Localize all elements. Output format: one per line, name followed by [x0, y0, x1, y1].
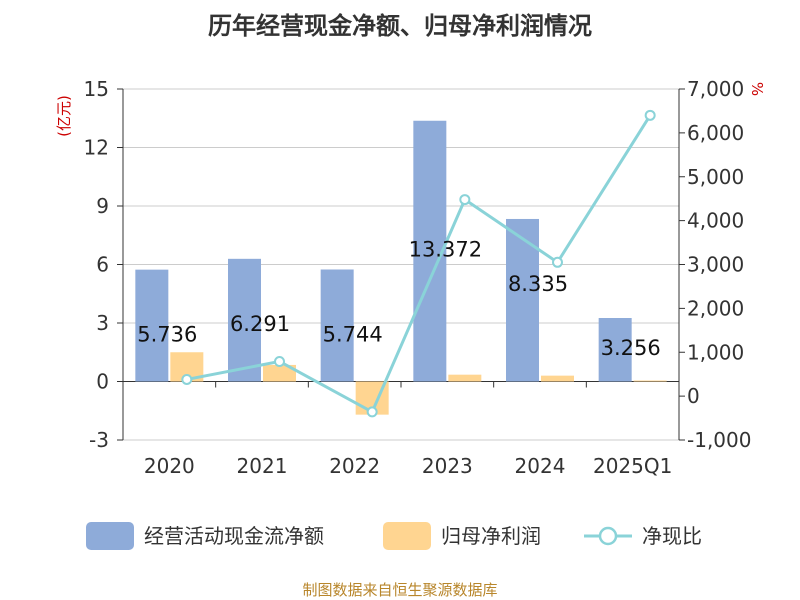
y-right-tick-label: 3,000	[687, 253, 744, 277]
y-left-tick-label: 12	[84, 136, 109, 160]
legend-marker-ratio	[598, 526, 618, 546]
y-left-tick-label: 0	[96, 370, 109, 394]
y-left-tick-label: 9	[96, 194, 109, 218]
cashflow-value-label: 13.372	[409, 238, 482, 262]
x-tick-label: 2024	[515, 454, 566, 478]
ratio-line	[181, 109, 656, 418]
x-tick-label: 2023	[422, 454, 473, 478]
y-axis-left-unit: (亿元)	[55, 95, 73, 137]
data-labels: 5.736 6.291 5.744 13.372 8.335 3.256	[137, 238, 660, 360]
y-right-tick-label: 1,000	[687, 340, 744, 364]
ratio-point	[366, 406, 378, 418]
y-left-tick-label: 3	[96, 311, 109, 335]
ratio-point	[181, 373, 193, 385]
x-tick-label: 2025Q1	[593, 454, 672, 478]
cashflow-bar	[320, 269, 354, 382]
y-axis-left-ticks: -3 0 3 6 9 12 15	[84, 77, 123, 452]
y-axis-right-ticks: -1,000 0 1,000 2,000 3,000 4,000 5,000 6,000 7,0…	[679, 77, 751, 452]
ratio-line-path	[186, 114, 652, 415]
cashflow-bar	[135, 269, 169, 382]
y-left-tick-label: -3	[89, 428, 109, 452]
y-right-tick-label: -1,000	[687, 428, 751, 452]
net-profit-bar	[263, 364, 296, 382]
cashflow-value-label: 5.744	[323, 322, 383, 346]
cashflow-value-label: 6.291	[230, 312, 290, 336]
cashflow-bar	[228, 258, 261, 382]
ratio-point	[459, 194, 471, 206]
bars	[135, 120, 667, 415]
source-note: 制图数据来自恒生聚源数据库	[302, 581, 497, 599]
cashflow-bar	[598, 318, 632, 382]
y-left-tick-label: 6	[96, 253, 109, 277]
net-profit-bar	[448, 374, 482, 382]
y-right-tick-label: 0	[687, 384, 700, 408]
legend-label-net-profit: 归母净利润	[441, 524, 541, 548]
legend-label-ratio: 净现比	[642, 524, 702, 548]
cashflow-value-label: 8.335	[508, 272, 568, 296]
chart-title: 历年经营现金净额、归母净利润情况	[208, 12, 592, 40]
y-right-tick-label: 7,000	[687, 77, 744, 101]
ratio-point	[552, 256, 563, 268]
cashflow-value-label: 3.256	[601, 336, 661, 360]
y-left-tick-label: 15	[84, 77, 109, 101]
y-axis-right-unit: %	[748, 82, 766, 96]
net-profit-bar	[633, 380, 667, 382]
x-tick-label: 2022	[329, 454, 380, 478]
x-tick-label: 2021	[237, 454, 288, 478]
legend-swatch-cashflow	[86, 522, 134, 550]
net-profit-bar	[541, 375, 574, 382]
legend-swatch-net-profit	[383, 522, 431, 550]
x-axis-ticks: 2020 2021 2022 2023 2024 2025Q1	[122, 381, 680, 478]
y-right-tick-label: 4,000	[687, 209, 744, 233]
legend: 经营活动现金流净额 归母净利润 净现比	[86, 522, 702, 550]
x-tick-label: 2020	[144, 454, 195, 478]
y-right-tick-label: 5,000	[687, 165, 744, 189]
y-right-tick-label: 2,000	[687, 296, 744, 320]
legend-label-cashflow: 经营活动现金流净额	[144, 524, 324, 548]
ratio-point	[274, 355, 285, 367]
cashflow-bar	[506, 218, 539, 382]
y-right-tick-label: 6,000	[687, 121, 744, 145]
ratio-point	[644, 109, 656, 121]
cashflow-value-label: 5.736	[137, 323, 197, 347]
